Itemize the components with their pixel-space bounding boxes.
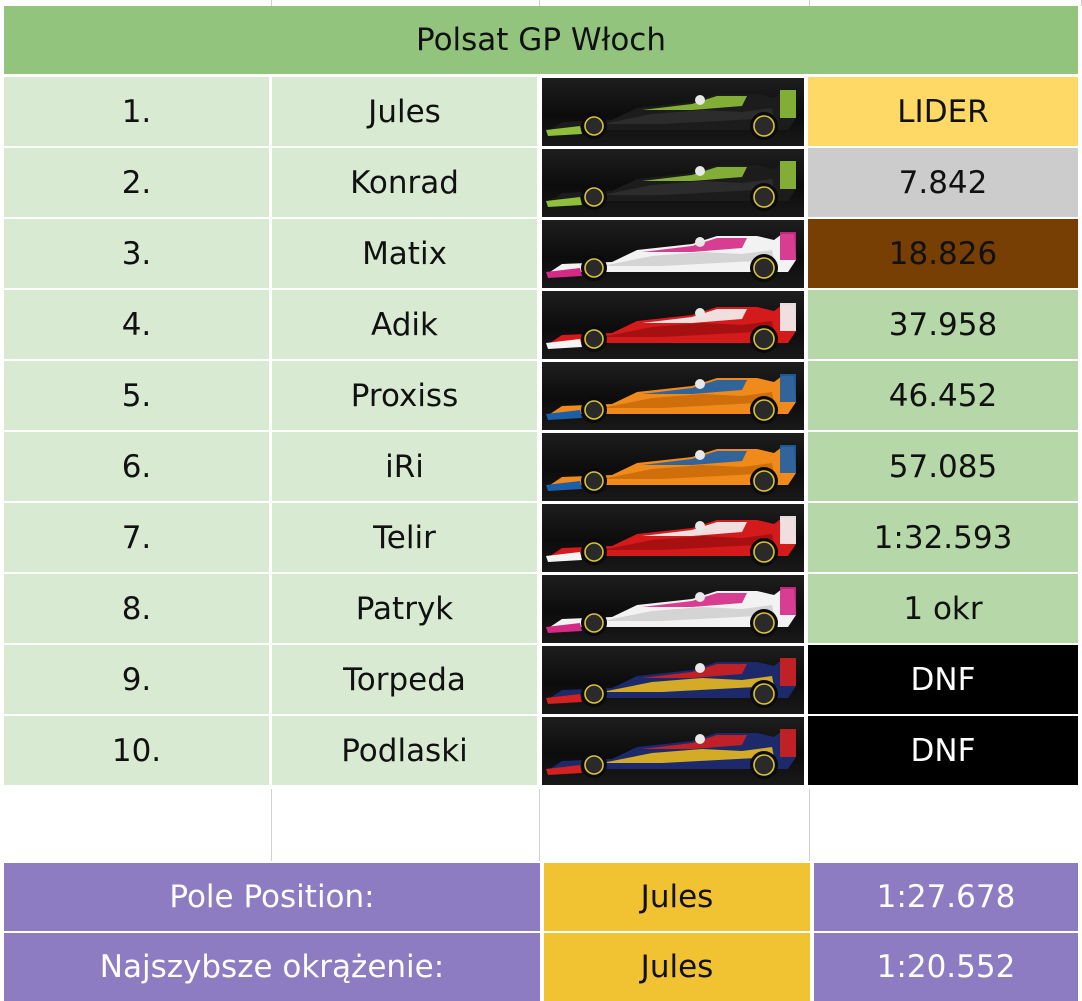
- car-image-cell: [540, 645, 808, 716]
- gap-cell: 46.452: [808, 361, 1078, 432]
- result-row: 6. iRi 57.085: [4, 432, 1078, 503]
- driver-name-cell: Telir: [272, 503, 540, 574]
- position-cell: 9.: [4, 645, 272, 716]
- car-image-cell: [540, 503, 808, 574]
- empty-row: [4, 789, 1078, 861]
- car-white-pink-image: [541, 219, 804, 288]
- car-image-cell: [540, 290, 808, 361]
- driver-name-cell: Konrad: [272, 148, 540, 219]
- pole-position-time: 1:27.678: [814, 863, 1078, 931]
- car-image-cell: [540, 716, 808, 787]
- car-image-cell: [540, 77, 808, 148]
- position-cell: 7.: [4, 503, 272, 574]
- result-row: 9. Torpeda DNF: [4, 645, 1078, 716]
- car-orange-image: [541, 432, 804, 501]
- race-title: Polsat GP Włoch: [4, 6, 1078, 74]
- gap-cell: 1 okr: [808, 574, 1078, 645]
- car-black-green-image: [541, 148, 804, 217]
- driver-name-cell: Adik: [272, 290, 540, 361]
- car-orange-image: [541, 361, 804, 430]
- car-image-cell: [540, 432, 808, 503]
- result-row: 5. Proxiss 46.452: [4, 361, 1078, 432]
- result-row: 3. Matix 18.826: [4, 219, 1078, 290]
- results-table: 1. Jules LIDER 2. Konrad 7.842 3. Matix 18.826 4.…: [4, 77, 1078, 787]
- position-cell: 8.: [4, 574, 272, 645]
- pole-position-driver: Jules: [544, 863, 810, 931]
- car-image-cell: [540, 219, 808, 290]
- position-cell: 4.: [4, 290, 272, 361]
- fastest-lap-row: Najszybsze okrążenie: Jules 1:20.552: [4, 933, 1078, 1001]
- car-red-image: [541, 290, 804, 359]
- driver-name-cell: iRi: [272, 432, 540, 503]
- driver-name-cell: Podlaski: [272, 716, 540, 787]
- position-cell: 3.: [4, 219, 272, 290]
- result-row: 10. Podlaski DNF: [4, 716, 1078, 787]
- gap-cell: LIDER: [808, 77, 1078, 148]
- result-row: 7. Telir 1:32.593: [4, 503, 1078, 574]
- car-image-cell: [540, 361, 808, 432]
- gap-cell: 57.085: [808, 432, 1078, 503]
- result-row: 8. Patryk 1 okr: [4, 574, 1078, 645]
- pole-position-label: Pole Position:: [4, 863, 540, 931]
- result-row: 2. Konrad 7.842: [4, 148, 1078, 219]
- gap-cell: DNF: [808, 716, 1078, 787]
- car-blue-red-image: [541, 716, 804, 785]
- driver-name-cell: Matix: [272, 219, 540, 290]
- driver-name-cell: Jules: [272, 77, 540, 148]
- car-black-green-image: [541, 77, 804, 146]
- fastest-lap-label: Najszybsze okrążenie:: [4, 933, 540, 1001]
- driver-name-cell: Proxiss: [272, 361, 540, 432]
- pole-position-row: Pole Position: Jules 1:27.678: [4, 863, 1078, 931]
- car-red-image: [541, 503, 804, 572]
- fastest-lap-time: 1:20.552: [814, 933, 1078, 1001]
- position-cell: 1.: [4, 77, 272, 148]
- car-image-cell: [540, 148, 808, 219]
- gap-cell: DNF: [808, 645, 1078, 716]
- result-row: 4. Adik 37.958: [4, 290, 1078, 361]
- gap-cell: 7.842: [808, 148, 1078, 219]
- position-cell: 10.: [4, 716, 272, 787]
- position-cell: 2.: [4, 148, 272, 219]
- gap-cell: 18.826: [808, 219, 1078, 290]
- fastest-lap-driver: Jules: [544, 933, 810, 1001]
- gap-cell: 37.958: [808, 290, 1078, 361]
- driver-name-cell: Patryk: [272, 574, 540, 645]
- driver-name-cell: Torpeda: [272, 645, 540, 716]
- position-cell: 5.: [4, 361, 272, 432]
- position-cell: 6.: [4, 432, 272, 503]
- result-row: 1. Jules LIDER: [4, 77, 1078, 148]
- car-white-pink-image: [541, 574, 804, 643]
- car-blue-red-image: [541, 645, 804, 714]
- gap-cell: 1:32.593: [808, 503, 1078, 574]
- car-image-cell: [540, 574, 808, 645]
